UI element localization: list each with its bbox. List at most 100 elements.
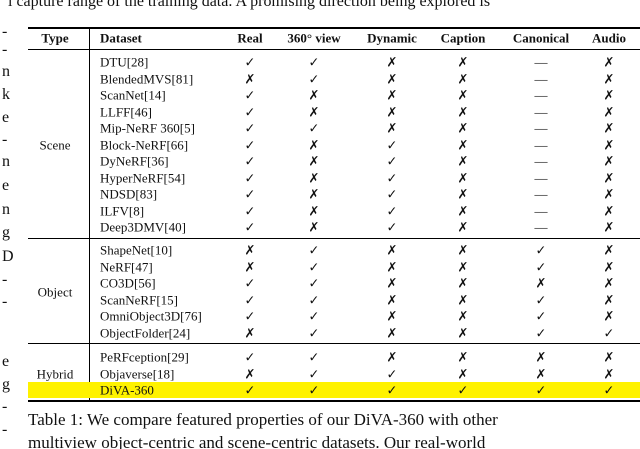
- table-cell: ✗: [386, 292, 398, 308]
- table-cell: ✗: [386, 259, 398, 275]
- table-cell: ✓: [244, 308, 256, 324]
- margin-fragment: g: [2, 376, 10, 393]
- group-type: Hybrid: [36, 366, 74, 381]
- column-header: Dataset: [100, 30, 142, 46]
- table-cell: ✗: [535, 275, 547, 291]
- dataset-name: ScanNet[14]: [100, 87, 166, 103]
- dataset-name: OmniObject3D[76]: [100, 308, 202, 324]
- margin-fragment: -: [2, 41, 8, 58]
- table-cell: ✓: [244, 104, 256, 119]
- table-cell: ✓: [308, 259, 320, 275]
- table-cell: ✗: [603, 153, 615, 169]
- table-cell: ✗: [244, 242, 256, 258]
- table-cell: ✗: [386, 120, 398, 136]
- dataset-name: ObjectFolder[24]: [100, 325, 191, 341]
- table-cell: ✗: [603, 104, 615, 119]
- table-cell: ✓: [308, 382, 320, 398]
- table-cell: ✗: [603, 186, 615, 202]
- dataset-name: Objaverse[18]: [100, 366, 175, 381]
- table-cell: ✓: [535, 292, 547, 308]
- table-cell: ✗: [386, 325, 398, 341]
- table-cell: ✓: [386, 382, 398, 398]
- table-cell: ✗: [457, 87, 469, 103]
- table-cell: ✗: [244, 366, 256, 381]
- table-cell: ✓: [244, 120, 256, 136]
- table-cell: ✗: [386, 275, 398, 291]
- margin-fragment: -: [2, 398, 8, 415]
- table-cell: ✗: [386, 87, 398, 103]
- table-cell: ✓: [244, 275, 256, 291]
- margin-fragment: -: [2, 271, 8, 288]
- table-cell: ✗: [603, 292, 615, 308]
- dataset-name: Mip-NeRF 360[5]: [100, 120, 195, 136]
- dataset-name: NDSD[83]: [100, 186, 158, 202]
- table-cell: —: [534, 54, 548, 70]
- table-cell: —: [534, 104, 548, 119]
- table-cell: ✗: [603, 120, 615, 136]
- table-cell: —: [534, 120, 548, 136]
- table-cell: —: [534, 153, 548, 169]
- caption-line: Table 1: We compare featured properties …: [28, 410, 498, 429]
- table-cell: ✗: [244, 325, 256, 341]
- dataset-name: Deep3DMV[40]: [100, 219, 186, 235]
- table-cell: ✗: [603, 349, 615, 365]
- table-cell: ✗: [603, 203, 615, 218]
- table-cell: ✗: [457, 349, 469, 365]
- table-cell: ✓: [244, 186, 256, 202]
- table-cell: ✓: [386, 219, 398, 235]
- column-header: Type: [41, 30, 69, 46]
- table-cell: ✗: [457, 325, 469, 341]
- table-cell: ✗: [603, 275, 615, 291]
- margin-fragment: -: [2, 421, 8, 438]
- group-rule: [28, 343, 640, 344]
- table-cell: ✓: [244, 170, 256, 185]
- table-cell: ✗: [308, 219, 320, 235]
- table-cell: —: [534, 137, 548, 152]
- table-cell: ✓: [308, 308, 320, 324]
- table-cell: ✗: [308, 153, 320, 169]
- table-cell: ✓: [386, 186, 398, 202]
- margin-fragment: -: [2, 23, 8, 40]
- table-cell: ✗: [457, 308, 469, 324]
- table-cell: ✗: [457, 292, 469, 308]
- table-cell: ✓: [244, 219, 256, 235]
- table-cell: ✗: [386, 349, 398, 365]
- group-type: Object: [37, 284, 73, 299]
- table-cell: ✓: [244, 292, 256, 308]
- table-cell: ✓: [308, 275, 320, 291]
- table-cell: ✓: [386, 170, 398, 185]
- dataset-name: CO3D[56]: [100, 275, 156, 291]
- table-cell: ✗: [535, 349, 547, 365]
- table-cell: ✓: [308, 71, 320, 86]
- table-cell: ✓: [244, 382, 256, 398]
- table-cell: ✗: [603, 137, 615, 152]
- margin-fragment: k: [2, 86, 10, 103]
- table-cell: ✗: [457, 366, 469, 381]
- table-cell: ✓: [308, 292, 320, 308]
- table-cell: ✗: [603, 366, 615, 381]
- table-cell: ✗: [457, 54, 469, 70]
- margin-fragment: -: [2, 131, 8, 148]
- margin-fragment: e: [2, 353, 10, 370]
- table-cell: ✗: [603, 87, 615, 103]
- caption-line: multiview object-centric and scene-centr…: [28, 433, 486, 449]
- dataset-name: DiVA-360: [100, 382, 154, 398]
- table-cell: ✗: [244, 71, 256, 86]
- column-header: Canonical: [512, 30, 570, 46]
- table-cell: ✗: [457, 275, 469, 291]
- table-cell: ✗: [457, 170, 469, 185]
- dataset-name: HyperNeRF[54]: [100, 170, 186, 185]
- group-type: Scene: [39, 137, 71, 152]
- table-cell: —: [534, 219, 548, 235]
- table-cell: ✗: [457, 219, 469, 235]
- margin-fragment: n: [2, 63, 10, 80]
- margin-fragment: D: [2, 248, 14, 265]
- table-cell: ✓: [535, 308, 547, 324]
- table-cell: ✓: [308, 325, 320, 341]
- table-cell: ✓: [308, 54, 320, 70]
- margin-fragment: -: [2, 293, 8, 310]
- table-cell: ✗: [308, 104, 320, 119]
- table-cell: ✗: [386, 54, 398, 70]
- table-cell: ✓: [244, 349, 256, 365]
- dataset-name: PeRFception[29]: [100, 349, 189, 365]
